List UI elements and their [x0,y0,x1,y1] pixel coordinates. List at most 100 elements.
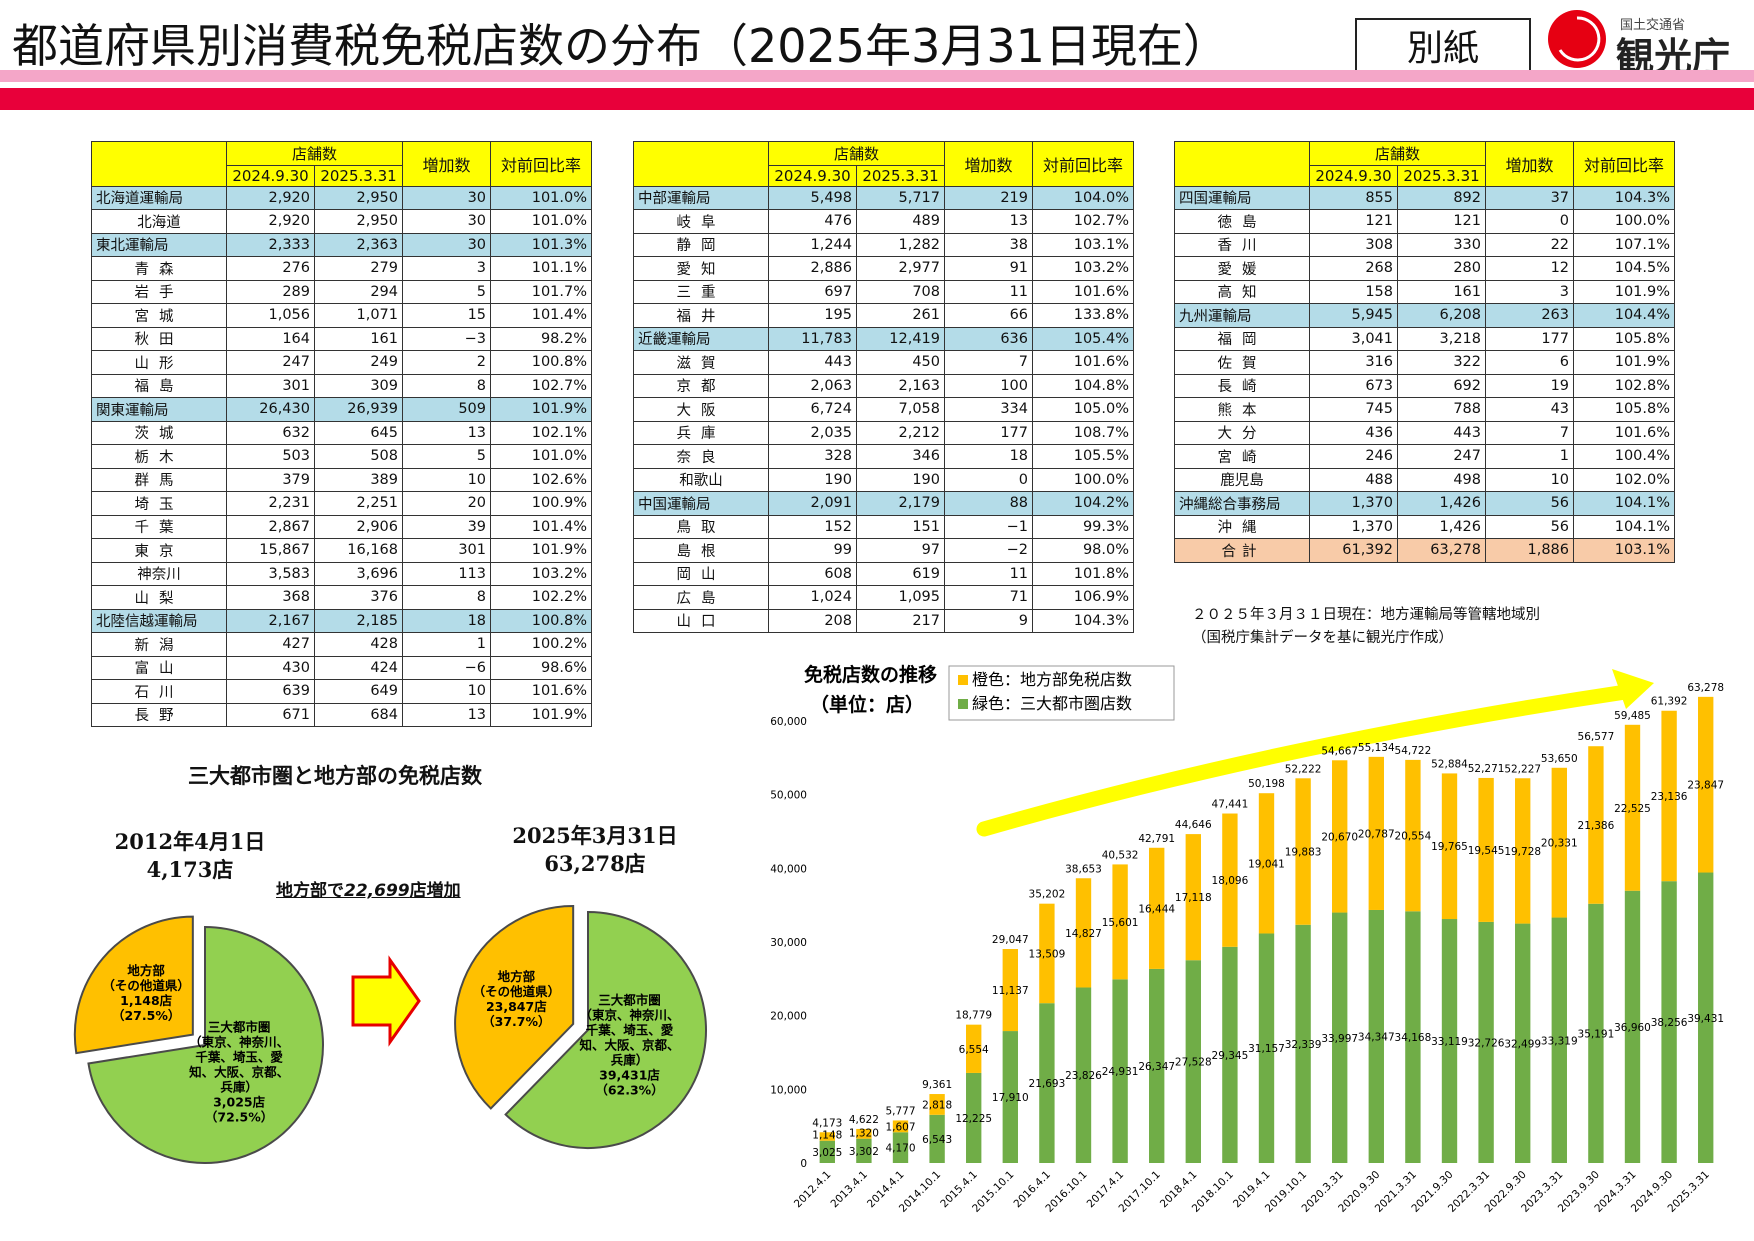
cell-increase: 0 [1485,209,1575,234]
cell-name: 京都 [633,373,769,398]
cell-name: 佐賀 [1174,350,1310,375]
bar-urban-label: 39,431 [1687,1013,1724,1025]
cell-increase: 30 [402,185,492,210]
bar-rural-label: 14,827 [1065,928,1102,940]
cell-stores-2025: 279 [313,256,404,281]
table-row: 和歌山 190 190 0 100.0% [633,467,1135,492]
bar-total-label: 59,485 [1614,710,1651,722]
table-row: 佐賀 316 322 6 101.9% [1174,350,1676,375]
cell-ratio: 101.9% [1573,350,1676,375]
prefecture-table-left: 店舗数 増加数 対前回比率 2024.9.30 2025.3.31 北海道運輸局 2,920… [91,141,593,727]
trend-arrow-shaft [976,683,1640,837]
cell-stores-2025: 5,717 [855,185,946,210]
cell-stores-2024: 2,063 [768,373,857,398]
header-stores: 店舗数 [767,141,946,166]
cell-stores-2025: 330 [1396,232,1487,257]
bar-rural-label: 20,331 [1541,838,1578,850]
table-row: 長野 671 684 13 101.9% [91,702,593,727]
bar-urban-label: 24,931 [1102,1066,1139,1078]
pie-left-heading: 2012年4月1日 4,173店 [70,828,310,884]
cell-name: 北陸信越運輸局 [91,608,227,633]
cell-stores-2024: 2,920 [226,209,315,234]
cell-ratio: 104.1% [1573,514,1676,539]
table-row: 徳島 121 121 0 100.0% [1174,209,1676,234]
cell-stores-2025: 788 [1396,397,1487,422]
cell-stores-2025: 2,163 [855,373,946,398]
bar-urban-label: 35,191 [1578,1028,1615,1040]
bar-urban [1588,903,1604,1163]
cell-ratio: 105.5% [1032,444,1135,469]
bar-urban-label: 36,960 [1614,1022,1651,1034]
cell-stores-2025: 1,282 [855,232,946,257]
cell-stores-2024: 1,370 [1309,491,1398,516]
cell-stores-2025: 508 [313,444,404,469]
bar-urban [929,1114,945,1163]
pie-slice-urban [87,925,324,1164]
cell-increase: 3 [402,256,492,281]
cell-stores-2025: 97 [855,538,946,563]
header-band-pink [0,70,1754,82]
bar-rural [1551,767,1567,918]
header-ratio: 対前回比率 [490,141,593,187]
pie-label-rural: （その他道県） [102,978,190,993]
cell-stores-2024: 195 [768,303,857,328]
cell-stores-2024: 3,583 [226,561,315,586]
cell-stores-2025: 7,058 [855,397,946,422]
cell-stores-2025: 443 [1396,420,1487,445]
bar-total-label: 47,441 [1212,799,1249,811]
cell-increase: −2 [944,538,1034,563]
cell-stores-2024: 121 [1309,209,1398,234]
region-row: 北陸信越運輸局 2,167 2,185 18 100.8% [91,608,593,633]
bar-total-label: 4,173 [812,1117,842,1129]
bar-urban [1258,933,1275,1163]
cell-stores-2024: 427 [226,632,315,657]
bar-rural [1478,777,1494,922]
cell-increase: 30 [402,232,492,257]
cell-stores-2025: 249 [313,350,404,375]
cell-stores-2025: 6,208 [1396,303,1487,328]
table-row: 埼玉 2,231 2,251 20 100.9% [91,491,593,516]
table-row: 山形 247 249 2 100.8% [91,350,593,375]
table-row: 栃木 503 508 5 101.0% [91,444,593,469]
bar-urban-label: 6,543 [922,1134,952,1146]
cell-ratio: 104.0% [1032,185,1135,210]
cell-increase: 2 [402,350,492,375]
cell-name: 愛媛 [1174,256,1310,281]
cell-name: 鳥取 [633,514,769,539]
bar-total-label: 63,278 [1687,682,1724,694]
bar-urban [1075,987,1092,1163]
bar-total-label: 56,577 [1578,731,1615,743]
cell-stores-2024: 247 [226,350,315,375]
bar-urban-label: 4,170 [885,1143,915,1155]
bar-rural [1112,864,1128,980]
cell-increase: 13 [944,209,1034,234]
table-row: 新潟 427 428 1 100.2% [91,632,593,657]
bar-total-label: 50,198 [1248,778,1285,790]
x-tick-label: 2013.4.1 [828,1169,870,1211]
cell-name: 滋賀 [633,350,769,375]
table-row: 奈良 328 346 18 105.5% [633,444,1135,469]
table-row: 長崎 673 692 19 102.8% [1174,373,1676,398]
bar-urban-label: 3,302 [849,1146,879,1158]
bar-rural [1185,834,1201,961]
y-tick-label: 40,000 [770,863,807,875]
header-ratio: 対前回比率 [1573,141,1676,187]
cell-stores-2024: 697 [768,279,857,304]
legend-swatch-orange [958,675,968,685]
cell-ratio: 106.9% [1032,585,1135,610]
cell-increase: 13 [402,702,492,727]
cell-ratio: 105.4% [1032,326,1135,351]
cell-name: 宮崎 [1174,444,1310,469]
cell-ratio: 101.3% [490,232,593,257]
bar-urban-label: 32,726 [1468,1037,1505,1049]
cell-name: 山梨 [91,585,227,610]
bar-chart-title: 免税店数の推移 [804,663,937,686]
bar-rural-label: 19,545 [1468,845,1505,857]
cell-name: 埼玉 [91,491,227,516]
cell-stores-2025: 2,363 [313,232,404,257]
cell-stores-2025: 1,426 [1396,514,1487,539]
cell-ratio: 101.0% [490,185,593,210]
table-row: 北海道 2,920 2,950 30 101.0% [91,209,593,234]
